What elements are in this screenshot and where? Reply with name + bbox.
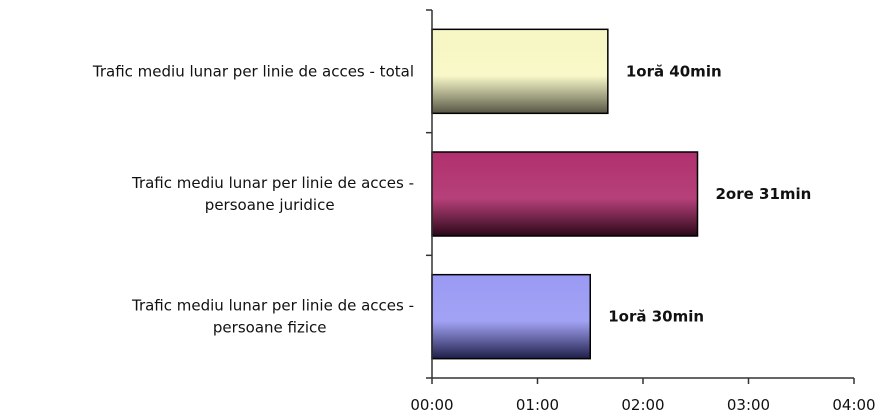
data-label-0: 1oră 40min xyxy=(626,62,722,80)
data-label-1: 2ore 31min xyxy=(716,185,812,203)
bar-0 xyxy=(431,28,609,115)
bar-2 xyxy=(431,273,591,360)
value-tick-label-3: 03:00 xyxy=(727,396,770,414)
category-label-1: Trafic mediu lunar per linie de acces -p… xyxy=(131,174,414,214)
data-label-2: 1oră 30min xyxy=(608,308,704,326)
value-tick-label-0: 00:00 xyxy=(410,396,453,414)
value-tick-label-4: 04:00 xyxy=(832,396,875,414)
bars-layer xyxy=(431,28,699,360)
value-tick-label-2: 02:00 xyxy=(621,396,664,414)
labels-layer: Trafic mediu lunar per linie de acces - … xyxy=(92,62,876,414)
value-tick-label-1: 01:00 xyxy=(516,396,559,414)
axis-layer xyxy=(426,9,855,384)
bar-1 xyxy=(431,151,699,237)
category-label-0: Trafic mediu lunar per linie de acces - … xyxy=(92,62,414,80)
category-label-2: Trafic mediu lunar per linie de acces -p… xyxy=(131,297,414,337)
